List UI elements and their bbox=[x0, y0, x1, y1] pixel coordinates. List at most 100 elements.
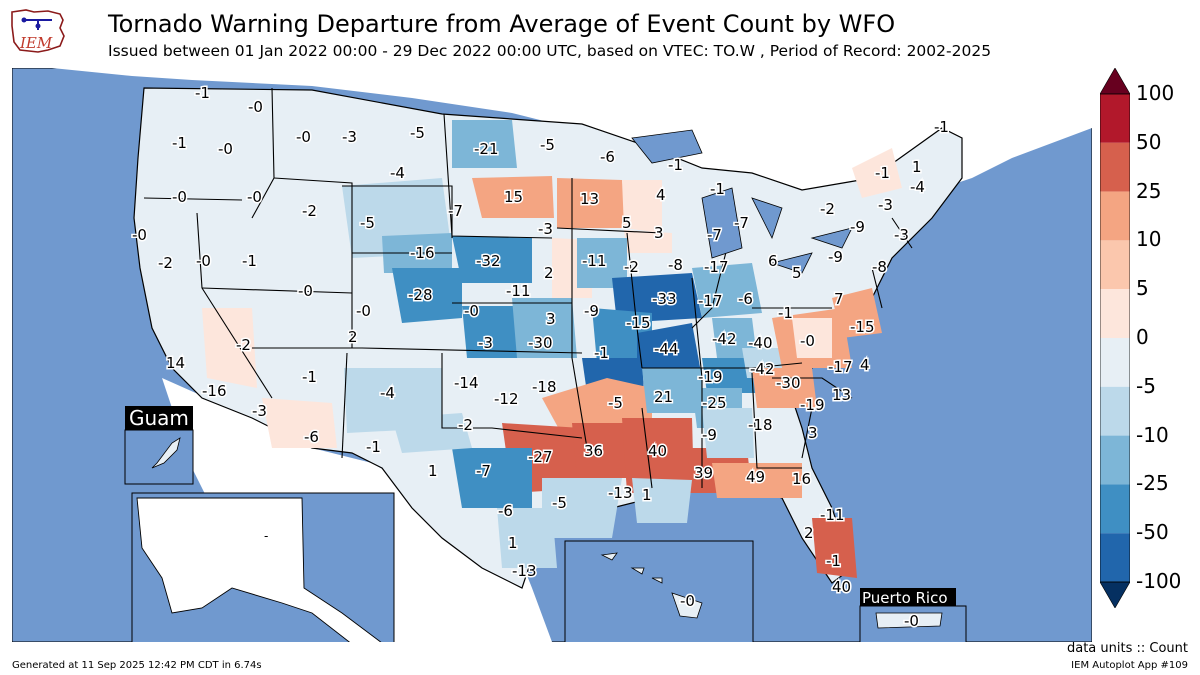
wfo-value: -1 bbox=[302, 368, 317, 386]
colorbar-swatch bbox=[1100, 289, 1130, 338]
wfo-value: -2 bbox=[458, 416, 473, 434]
wfo-value: -7 bbox=[476, 462, 491, 480]
wfo-value: -3 bbox=[478, 334, 493, 352]
wfo-value: -19 bbox=[800, 396, 825, 414]
wfo-value: -6 bbox=[498, 502, 513, 520]
colorbar-tick-label: 5 bbox=[1136, 276, 1149, 301]
wfo-value: 3 bbox=[808, 424, 818, 442]
wfo-value: -19 bbox=[698, 368, 723, 386]
wfo-value: -0 bbox=[296, 128, 311, 146]
logo-text: IEM bbox=[19, 34, 53, 52]
wfo-value: -2 bbox=[820, 200, 835, 218]
wfo-value: 7 bbox=[834, 290, 844, 308]
wfo-value: -17 bbox=[704, 258, 729, 276]
wfo-value: 5 bbox=[792, 264, 802, 282]
wfo-value: -14 bbox=[454, 374, 479, 392]
wfo-value: -1 bbox=[875, 164, 890, 182]
wfo-value: -16 bbox=[202, 382, 227, 400]
wfo-value: 21 bbox=[654, 388, 673, 406]
wfo-value: -6 bbox=[304, 428, 319, 446]
map-panel: - Guam -0 Puerto Rico -0 -1 -0 -1 -0 -0 … bbox=[12, 68, 1092, 642]
wfo-value: -3 bbox=[252, 402, 267, 420]
wfo-value: -1 bbox=[778, 304, 793, 322]
colorbar-swatch bbox=[1100, 142, 1130, 192]
wfo-value: -3 bbox=[538, 220, 553, 238]
wfo-value: -17 bbox=[698, 292, 723, 310]
wfo-value: -42 bbox=[750, 360, 775, 378]
wfo-value: -1 bbox=[934, 118, 949, 136]
wfo-value: 4 bbox=[860, 356, 870, 374]
wfo-value: -9 bbox=[850, 218, 865, 236]
wfo-value: -7 bbox=[448, 202, 463, 220]
puerto-rico-inset: Puerto Rico -0 bbox=[859, 588, 967, 642]
wfo-value: -0 bbox=[132, 226, 147, 244]
wfo-value: -18 bbox=[748, 416, 773, 434]
colorbar-tick-label: 100 bbox=[1136, 81, 1175, 105]
wfo-value: -0 bbox=[196, 252, 211, 270]
wfo-value: -13 bbox=[512, 562, 537, 580]
wfo-value: -0 bbox=[172, 188, 187, 206]
wfo-value: -2 bbox=[302, 202, 317, 220]
colorbar-tick-label: 25 bbox=[1136, 178, 1162, 203]
wfo-value: 15 bbox=[504, 188, 523, 206]
hawaii-inset: -0 bbox=[564, 540, 754, 642]
wfo-value: -28 bbox=[408, 286, 433, 304]
wfo-value: -17 bbox=[828, 358, 853, 376]
wfo-value: -0 bbox=[248, 98, 263, 116]
wfo-value: -0 bbox=[218, 140, 233, 158]
wfo-value: -44 bbox=[654, 340, 679, 358]
wfo-value: -1 bbox=[366, 438, 381, 456]
wfo-value: -40 bbox=[748, 334, 773, 352]
wfo-value: -0 bbox=[356, 302, 371, 320]
wfo-value: 3 bbox=[546, 310, 556, 328]
wfo-value: -1 bbox=[242, 252, 257, 270]
wfo-value: -5 bbox=[360, 214, 375, 232]
colorbar-tick-label: -5 bbox=[1136, 373, 1156, 398]
guam-inset: Guam bbox=[124, 406, 194, 485]
colorbar-tick-label: -10 bbox=[1136, 422, 1169, 447]
wfo-value: -11 bbox=[582, 252, 607, 270]
wfo-value: 1 bbox=[912, 158, 922, 176]
wfo-value: -4 bbox=[380, 384, 395, 402]
puerto-rico-label: Puerto Rico bbox=[862, 589, 948, 607]
wfo-value: -6 bbox=[738, 290, 753, 308]
colorbar-under-triangle bbox=[1100, 581, 1130, 608]
wfo-value: -30 bbox=[776, 374, 801, 392]
data-units-label: data units :: Count bbox=[1066, 641, 1188, 656]
wfo-value: -1 bbox=[826, 552, 841, 570]
wfo-value: 40 bbox=[648, 442, 667, 460]
colorbar-swatch bbox=[1100, 94, 1130, 143]
wfo-value: 13 bbox=[580, 190, 599, 208]
colorbar-swatch bbox=[1100, 533, 1130, 582]
wfo-value: -11 bbox=[820, 506, 845, 524]
wfo-value: -9 bbox=[584, 302, 599, 320]
wfo-value: -5 bbox=[552, 494, 567, 512]
colorbar-over-triangle bbox=[1100, 68, 1130, 95]
wfo-value: -15 bbox=[850, 318, 875, 336]
state-borders bbox=[143, 87, 913, 489]
wfo-value: -1 bbox=[710, 180, 725, 198]
wfo-value: -5 bbox=[410, 124, 425, 142]
wfo-value: -8 bbox=[668, 256, 683, 274]
wfo-value: 1 bbox=[642, 486, 652, 504]
colorbar-tick-label: -50 bbox=[1136, 520, 1169, 545]
wfo-value: -3 bbox=[878, 196, 893, 214]
colorbar-tick-label: -25 bbox=[1136, 471, 1169, 496]
wfo-value: -18 bbox=[532, 378, 557, 396]
wfo-value: -9 bbox=[702, 426, 717, 444]
colorbar-swatch bbox=[1100, 191, 1130, 241]
wfo-value: -4 bbox=[390, 164, 405, 182]
wfo-value: 40 bbox=[832, 578, 851, 596]
colorbar-swatches bbox=[1100, 68, 1130, 608]
wfo-labels: -1 -0 -1 -0 -0 -3 -5 -21 -5 -6 -1 -1 1 -… bbox=[131, 83, 951, 598]
wfo-value: -3 bbox=[342, 128, 357, 146]
page-title: Tornado Warning Departure from Average o… bbox=[108, 10, 896, 38]
puerto-rico-value: -0 bbox=[904, 612, 919, 630]
wfo-value: -4 bbox=[910, 178, 925, 196]
colorbar-tick-label: 10 bbox=[1136, 227, 1162, 252]
wfo-value: -15 bbox=[626, 314, 651, 332]
wfo-value: 6 bbox=[768, 252, 778, 270]
wfo-value: -16 bbox=[410, 244, 435, 262]
alaska-value: - bbox=[264, 529, 268, 543]
colorbar-frame bbox=[1100, 93, 1130, 583]
